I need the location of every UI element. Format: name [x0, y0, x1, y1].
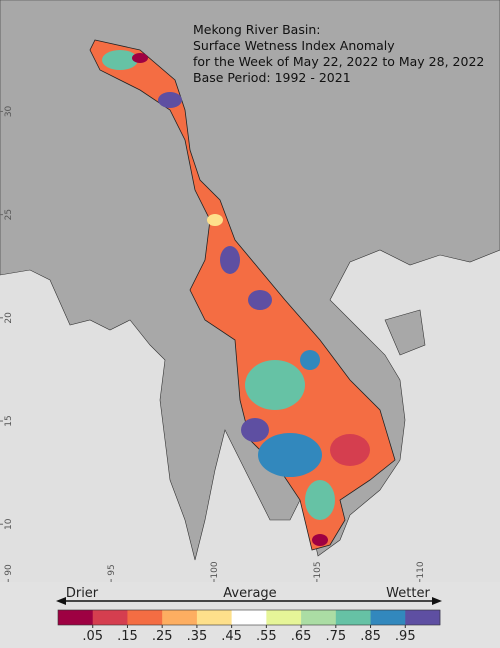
x-tick-label: 90 [4, 564, 14, 576]
patch [245, 360, 305, 410]
basin [89, 39, 396, 551]
patch [207, 214, 223, 226]
patch [300, 350, 320, 370]
patch [248, 290, 272, 310]
x-tick-label: 95 [107, 564, 117, 575]
patch [312, 534, 328, 546]
colorbar-label: .05 [82, 629, 103, 644]
colorbar-swatch [301, 610, 337, 625]
colorbar-label: .35 [187, 629, 208, 644]
wetter-label: Wetter [386, 586, 430, 601]
patch [158, 92, 182, 108]
colorbar-label: .95 [395, 629, 416, 644]
title-line: for the Week of May 22, 2022 to May 28, … [193, 54, 484, 69]
y-tick-label: 30 [4, 105, 14, 117]
colorbar-swatch [370, 610, 406, 625]
colorbar-label: .45 [221, 629, 242, 644]
colorbar-swatch [162, 610, 198, 625]
title-line: Mekong River Basin: [193, 22, 320, 37]
colorbar-swatch [335, 610, 371, 625]
colorbar-label: .75 [325, 629, 346, 644]
colorbar-swatch [405, 610, 441, 625]
colorbar-swatch [231, 610, 267, 625]
y-tick-label: 15 [4, 415, 14, 426]
colorbar-swatch [58, 610, 94, 625]
wetness-patches [102, 50, 370, 546]
patch [220, 246, 240, 274]
colorbar-label: .25 [152, 629, 173, 644]
colorbar-swatch [127, 610, 163, 625]
colorbar-swatch [266, 610, 302, 625]
y-tick-label: 25 [4, 209, 14, 220]
patch [241, 418, 269, 442]
y-tick-label: 20 [4, 312, 14, 324]
patch [102, 50, 138, 70]
x-tick-label: 110 [416, 561, 426, 578]
patch [132, 53, 148, 63]
colorbar-label: .55 [256, 629, 277, 644]
colorbar-swatch [196, 610, 232, 625]
title-line: Base Period: 1992 - 2021 [193, 70, 351, 85]
colorbar-label: .65 [291, 629, 312, 644]
colorbar-label: .15 [117, 629, 138, 644]
colorbar-swatch [92, 610, 128, 625]
average-label: Average [223, 586, 276, 601]
island [384, 309, 426, 356]
x-tick-label: 105 [313, 561, 323, 578]
colorbar-frame [57, 609, 441, 626]
y-tick-label: 10 [4, 518, 14, 530]
title-line: Surface Wetness Index Anomaly [193, 38, 395, 53]
colorbar-label: .85 [360, 629, 381, 644]
patch [305, 480, 335, 520]
patch [258, 433, 322, 477]
patch [330, 434, 370, 466]
x-tick-label: 100 [210, 561, 220, 578]
drier-label: Drier [66, 586, 99, 601]
